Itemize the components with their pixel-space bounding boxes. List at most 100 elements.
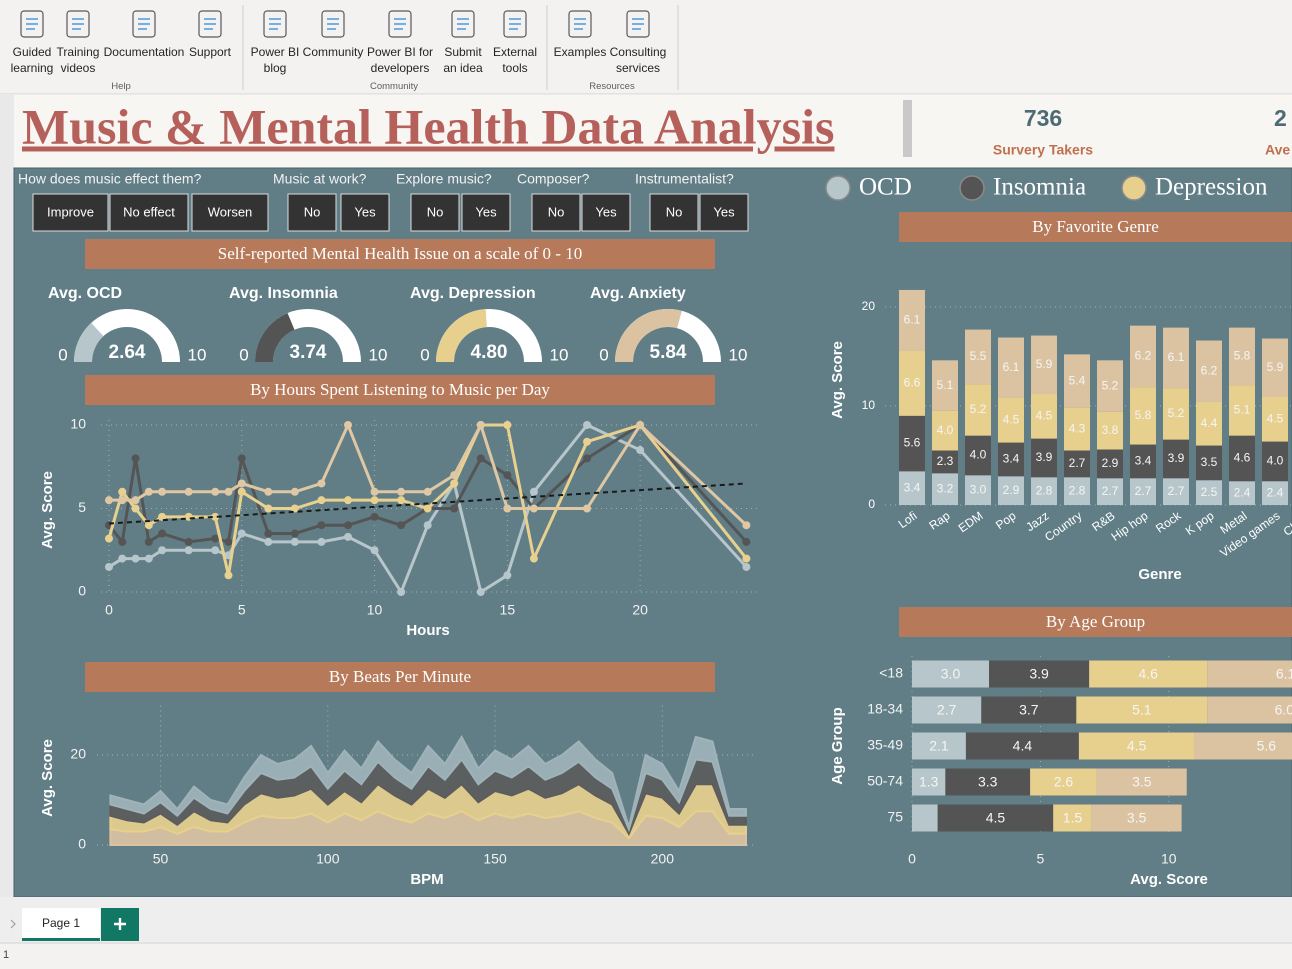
gauge-value-arc	[615, 308, 682, 362]
point	[317, 496, 326, 505]
bar-segment	[998, 476, 1024, 505]
slicer-option[interactable]: Yes	[475, 204, 497, 219]
bar-segment	[899, 350, 925, 416]
slicer-option[interactable]: Yes	[713, 204, 735, 219]
ribbon-button[interactable]: Documentation	[103, 45, 185, 59]
ribbon-button[interactable]: Examples	[553, 45, 607, 59]
legend-label: Depression	[1155, 174, 1268, 201]
point	[131, 504, 140, 513]
slicer-button[interactable]	[32, 193, 109, 232]
point	[104, 534, 113, 543]
gauge-min: 0	[420, 345, 429, 364]
slicer-title: Instrumentalist?	[635, 171, 734, 187]
ribbon-button[interactable]: Submit an idea	[443, 45, 483, 75]
ribbon-icon	[503, 10, 527, 38]
y-tick-label: 0	[78, 836, 86, 852]
ribbon-button[interactable]: Training videos	[56, 45, 100, 75]
point	[184, 537, 193, 546]
ribbon-icon	[132, 10, 156, 38]
ribbon-icon	[394, 18, 406, 30]
y-axis-title: Avg. Score	[39, 471, 56, 549]
data-label: 6.0	[1275, 702, 1292, 718]
data-label: 2.8	[1069, 483, 1086, 497]
ribbon-button[interactable]: Support	[188, 45, 232, 59]
bar-segment	[1097, 449, 1123, 479]
bar-segment	[1163, 478, 1189, 505]
point	[636, 421, 645, 430]
ribbon-button[interactable]: Community	[302, 45, 364, 59]
slicer-option[interactable]: No effect	[123, 204, 175, 219]
ribbon-button[interactable]: Consulting services	[609, 45, 667, 75]
bar-segment	[912, 804, 938, 832]
point	[104, 496, 113, 505]
slicer-title: Explore music?	[396, 171, 492, 187]
slicer-option[interactable]: Worsen	[208, 204, 253, 219]
slicer-option[interactable]: No	[548, 204, 565, 219]
data-label: 5.1	[1234, 403, 1251, 417]
page-tab[interactable]	[22, 908, 100, 941]
point	[317, 537, 326, 546]
bar-segment	[912, 732, 966, 760]
section-title: By Beats Per Minute	[329, 667, 471, 686]
ribbon-button[interactable]: Guided learning	[10, 45, 54, 75]
slicer-button[interactable]	[649, 193, 699, 232]
data-label: 4.0	[937, 423, 954, 437]
gauge-title: Avg. Insomnia	[229, 285, 338, 302]
bar-segment	[1130, 387, 1156, 445]
gauge-value: 4.80	[471, 342, 508, 363]
data-label: 5.8	[1234, 349, 1251, 363]
point	[118, 554, 127, 563]
slicer-button[interactable]	[109, 193, 189, 232]
gauge-value: 5.84	[650, 342, 687, 363]
section-banner	[85, 662, 715, 692]
point	[742, 537, 751, 546]
gauge-title: Avg. OCD	[48, 285, 122, 302]
bar-segment	[1130, 478, 1156, 505]
slicer-option[interactable]: No	[304, 204, 321, 219]
ribbon-button[interactable]: Power BI for developers	[366, 45, 434, 75]
point	[290, 537, 299, 546]
slicer-button[interactable]	[699, 193, 749, 232]
page-tab-label[interactable]: Page 1	[42, 916, 80, 930]
data-label: 5.2	[1168, 406, 1185, 420]
data-label: 5.9	[1267, 360, 1284, 374]
point	[237, 454, 246, 463]
y-axis-title: Avg. Score	[829, 341, 846, 419]
data-label: 6.6	[904, 375, 921, 389]
data-label: 3.8	[1102, 423, 1119, 437]
slicer-option[interactable]: No	[666, 204, 683, 219]
slicer-button[interactable]	[191, 193, 269, 232]
ribbon-button[interactable]: Power BI blog	[250, 45, 300, 75]
point	[237, 479, 246, 488]
slicer-button[interactable]	[461, 193, 511, 232]
slicer-button[interactable]	[410, 193, 460, 232]
gauge-max: 10	[188, 345, 207, 364]
point	[104, 562, 113, 571]
ribbon-button[interactable]: External tools	[492, 45, 538, 75]
data-label: 5.6	[1257, 738, 1277, 754]
x-axis-title: Hours	[406, 622, 449, 639]
point	[158, 512, 167, 521]
slicer-button[interactable]	[531, 193, 581, 232]
bar-segment	[989, 660, 1090, 688]
bar-segment	[932, 473, 958, 505]
y-tick-label: 10	[862, 398, 876, 412]
slicer-option[interactable]: Improve	[47, 204, 94, 219]
slicer-button[interactable]	[581, 193, 631, 232]
slicer-button[interactable]	[340, 193, 390, 232]
slicer-option[interactable]: No	[427, 204, 444, 219]
header-band	[14, 95, 1292, 168]
page-tab-underline	[22, 938, 100, 941]
slicer-option[interactable]: Yes	[354, 204, 376, 219]
point	[264, 487, 273, 496]
ribbon-group-label: Community	[369, 81, 419, 92]
bar-segment	[1096, 768, 1187, 796]
bar-segment	[1076, 696, 1208, 724]
slicer-button[interactable]	[287, 193, 337, 232]
data-label: 2.1	[929, 738, 949, 754]
data-label: 4.3	[1069, 421, 1086, 435]
point	[450, 479, 459, 488]
slicer-option[interactable]: Yes	[595, 204, 617, 219]
point	[343, 496, 352, 505]
